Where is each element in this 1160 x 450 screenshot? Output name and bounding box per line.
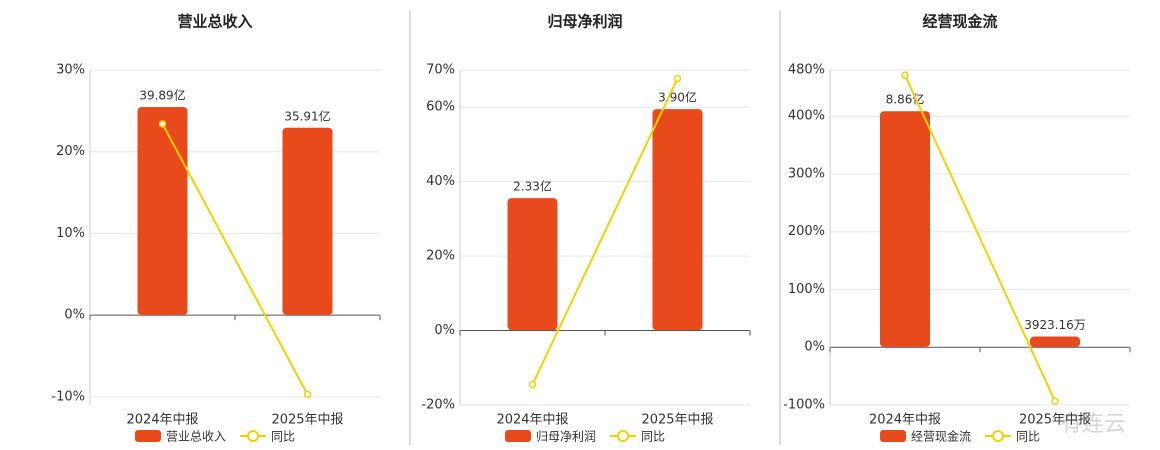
- line: [161, 123, 309, 395]
- watermark: 有连云: [1060, 412, 1126, 437]
- x-tick-label: 2024年中报: [496, 413, 568, 428]
- legend-label: 归母净利润: [536, 430, 596, 444]
- line-point: [303, 390, 312, 399]
- value-label: 39.89亿: [139, 88, 185, 103]
- value-label: 35.91亿: [284, 108, 330, 123]
- x-tick-label: 2025年中报: [641, 413, 713, 428]
- value-label: 2.33亿: [513, 179, 552, 194]
- line-point: [673, 74, 682, 83]
- line: [904, 74, 1056, 402]
- chart-title: 营业总收入: [177, 13, 252, 31]
- y-tick-label: 400%: [788, 109, 825, 124]
- legend-swatch: [247, 430, 260, 442]
- bar: [282, 127, 333, 315]
- bar: [137, 107, 188, 315]
- y-tick-label: 100%: [788, 282, 825, 297]
- legend-swatch: [992, 430, 1005, 442]
- chart-title: 归母净利润: [547, 13, 622, 31]
- y-tick-label: 0%: [434, 323, 455, 338]
- y-tick-label: 200%: [788, 224, 825, 239]
- bar: [1030, 336, 1080, 347]
- y-tick-label: 40%: [426, 174, 455, 189]
- legend-swatch: [505, 430, 531, 442]
- line: [531, 78, 679, 385]
- legend-swatch: [880, 430, 906, 442]
- legend-label: 同比: [1016, 430, 1040, 444]
- x-tick-label: 2025年中报: [271, 413, 343, 428]
- y-tick-label: 70%: [426, 63, 455, 78]
- chart-title: 经营现金流: [922, 13, 997, 31]
- y-tick-label: 300%: [788, 166, 825, 181]
- bar: [652, 109, 703, 331]
- value-label: 3923.16万: [1024, 318, 1086, 332]
- legend-swatch: [135, 430, 161, 442]
- legend-label: 同比: [641, 430, 665, 444]
- bar: [880, 111, 930, 347]
- y-tick-label: 0%: [804, 340, 825, 355]
- y-tick-label: -20%: [421, 398, 455, 413]
- line-point: [901, 71, 909, 79]
- y-tick-label: -10%: [51, 389, 85, 404]
- y-tick-label: 20%: [56, 144, 85, 159]
- line-point: [158, 120, 167, 128]
- y-tick-label: -100%: [783, 398, 825, 413]
- x-tick-label: 2024年中报: [869, 413, 941, 428]
- legend-label: 经营现金流: [911, 429, 971, 444]
- x-tick-label: 2025年中报: [1019, 413, 1091, 428]
- legend-swatch: [617, 430, 630, 442]
- x-tick-label: 2024年中报: [126, 413, 198, 428]
- line-point: [1051, 397, 1059, 405]
- legend-label: 营业总收入: [166, 430, 226, 444]
- y-tick-label: 480%: [788, 63, 825, 78]
- y-tick-label: 0%: [64, 308, 85, 323]
- line-point: [528, 380, 537, 389]
- value-label: 3.90亿: [658, 90, 697, 105]
- y-tick-label: 30%: [56, 63, 85, 78]
- y-tick-label: 20%: [426, 249, 455, 264]
- legend-label: 同比: [271, 430, 295, 444]
- y-tick-label: 60%: [426, 100, 455, 115]
- bar: [507, 198, 558, 331]
- y-tick-label: 10%: [56, 226, 85, 241]
